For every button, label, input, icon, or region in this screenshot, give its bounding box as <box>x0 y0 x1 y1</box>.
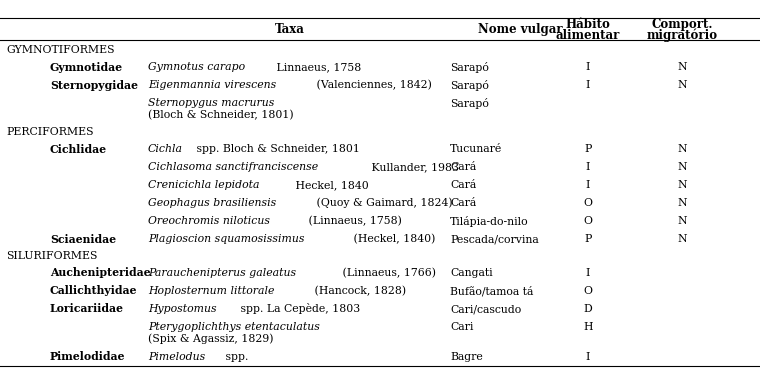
Text: Gymnotus carapo: Gymnotus carapo <box>148 62 245 72</box>
Text: spp. Bloch & Schneider, 1801: spp. Bloch & Schneider, 1801 <box>193 144 360 154</box>
Text: Pimelodidae: Pimelodidae <box>50 352 125 363</box>
Text: Sarapó: Sarapó <box>450 98 489 109</box>
Text: PERCIFORMES: PERCIFORMES <box>6 127 93 137</box>
Text: Sternopygus macrurus: Sternopygus macrurus <box>148 98 274 108</box>
Text: SILURIFORMES: SILURIFORMES <box>6 251 97 261</box>
Text: N: N <box>677 216 687 226</box>
Text: Cari/cascudo: Cari/cascudo <box>450 304 521 314</box>
Text: P: P <box>584 144 592 154</box>
Text: (Valenciennes, 1842): (Valenciennes, 1842) <box>313 80 432 90</box>
Text: (Linnaeus, 1766): (Linnaeus, 1766) <box>339 268 436 278</box>
Text: Hoplosternum littorale: Hoplosternum littorale <box>148 286 274 296</box>
Text: Cangati: Cangati <box>450 268 492 278</box>
Text: N: N <box>677 180 687 190</box>
Text: Auchenipteridae: Auchenipteridae <box>50 267 150 278</box>
Text: N: N <box>677 162 687 172</box>
Text: Pescada/corvina: Pescada/corvina <box>450 234 539 244</box>
Text: O: O <box>584 286 593 296</box>
Text: I: I <box>586 62 591 72</box>
Text: Geophagus brasiliensis: Geophagus brasiliensis <box>148 198 276 208</box>
Text: (Linnaeus, 1758): (Linnaeus, 1758) <box>306 216 402 226</box>
Text: I: I <box>586 352 591 362</box>
Text: Heckel, 1840: Heckel, 1840 <box>292 180 369 190</box>
Text: I: I <box>586 162 591 172</box>
Text: N: N <box>677 144 687 154</box>
Text: Hypostomus: Hypostomus <box>148 304 217 314</box>
Text: Gymnotidae: Gymnotidae <box>50 62 123 73</box>
Text: O: O <box>584 198 593 208</box>
Text: Linnaeus, 1758: Linnaeus, 1758 <box>274 62 362 72</box>
Text: Sarapó: Sarapó <box>450 80 489 91</box>
Text: GYMNOTIFORMES: GYMNOTIFORMES <box>6 45 115 55</box>
Text: migratório: migratório <box>647 28 717 42</box>
Text: N: N <box>677 234 687 244</box>
Text: Bagre: Bagre <box>450 352 483 362</box>
Text: N: N <box>677 62 687 72</box>
Text: Taxa: Taxa <box>275 22 305 36</box>
Text: P: P <box>584 234 592 244</box>
Text: Kullander, 1983: Kullander, 1983 <box>368 162 458 172</box>
Text: Callichthyidae: Callichthyidae <box>50 285 138 296</box>
Text: O: O <box>584 216 593 226</box>
Text: Sciaenidae: Sciaenidae <box>50 234 116 245</box>
Text: N: N <box>677 80 687 90</box>
Text: Oreochromis niloticus: Oreochromis niloticus <box>148 216 270 226</box>
Text: I: I <box>586 80 591 90</box>
Text: (Spix & Agassiz, 1829): (Spix & Agassiz, 1829) <box>148 334 274 344</box>
Text: H: H <box>583 322 593 332</box>
Text: Cichla: Cichla <box>148 144 183 154</box>
Text: Cará: Cará <box>450 162 477 172</box>
Text: Sarapó: Sarapó <box>450 62 489 73</box>
Text: Cichlasoma sanctifranciscense: Cichlasoma sanctifranciscense <box>148 162 318 172</box>
Text: I: I <box>586 180 591 190</box>
Text: Bufão/tamoa tá: Bufão/tamoa tá <box>450 286 534 296</box>
Text: Cará: Cará <box>450 180 477 190</box>
Text: Tucunaré: Tucunaré <box>450 144 502 154</box>
Text: I: I <box>586 268 591 278</box>
Text: (Heckel, 1840): (Heckel, 1840) <box>350 234 435 244</box>
Text: Pimelodus: Pimelodus <box>148 352 205 362</box>
Text: Tilápia-do-nilo: Tilápia-do-nilo <box>450 216 529 227</box>
Text: alimentar: alimentar <box>556 29 620 42</box>
Text: spp.: spp. <box>222 352 249 362</box>
Text: Sternopygidae: Sternopygidae <box>50 80 138 91</box>
Text: Nome vulgar: Nome vulgar <box>478 22 562 36</box>
Text: N: N <box>677 198 687 208</box>
Text: (Bloch & Schneider, 1801): (Bloch & Schneider, 1801) <box>148 110 293 120</box>
Text: Plagioscion squamosissimus: Plagioscion squamosissimus <box>148 234 305 244</box>
Text: Crenicichla lepidota: Crenicichla lepidota <box>148 180 259 190</box>
Text: Cichlidae: Cichlidae <box>50 143 107 154</box>
Text: D: D <box>584 304 592 314</box>
Text: (Hancock, 1828): (Hancock, 1828) <box>311 286 406 296</box>
Text: Cari: Cari <box>450 322 473 332</box>
Text: Cará: Cará <box>450 198 477 208</box>
Text: Eigenmannia virescens: Eigenmannia virescens <box>148 80 276 90</box>
Text: Hábito: Hábito <box>565 18 610 31</box>
Text: Loricariidae: Loricariidae <box>50 303 124 314</box>
Text: Parauchenipterus galeatus: Parauchenipterus galeatus <box>148 268 296 278</box>
Text: Pterygoplichthys etentaculatus: Pterygoplichthys etentaculatus <box>148 322 320 332</box>
Text: spp. La Cepède, 1803: spp. La Cepède, 1803 <box>236 303 359 314</box>
Text: Comport.: Comport. <box>651 18 713 31</box>
Text: (Quoy & Gaimard, 1824): (Quoy & Gaimard, 1824) <box>313 198 453 208</box>
